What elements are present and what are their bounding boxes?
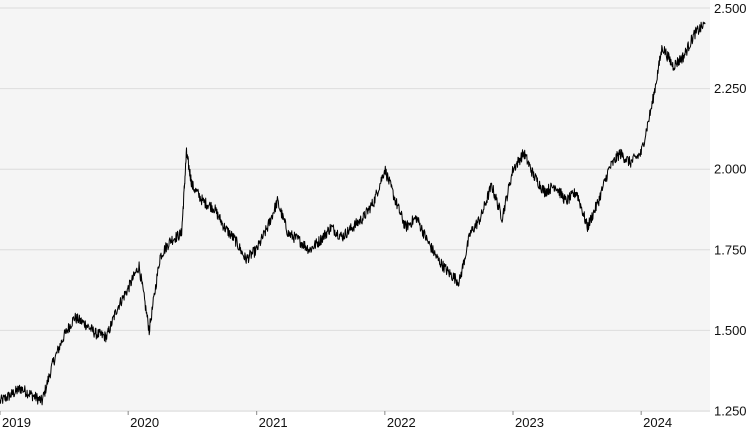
gridlines: [0, 7, 710, 412]
y-tick-label: 1.500: [714, 323, 747, 338]
y-tick-label: 1.750: [714, 242, 747, 257]
y-tick-label: 1.250: [714, 404, 747, 419]
x-tick-label: 2024: [643, 415, 672, 430]
x-tick-label: 2021: [259, 415, 288, 430]
x-tick-label: 2020: [130, 415, 159, 430]
x-tick-label: 2023: [515, 415, 544, 430]
series-line: [0, 21, 706, 406]
x-axis: 2019 2020 2021 2022 2023 2024: [0, 411, 672, 430]
y-axis: 2.500 2.250 2.000 1.750 1.500 1.250: [714, 1, 747, 419]
y-tick-label: 2.250: [714, 81, 747, 96]
y-tick-label: 2.000: [714, 162, 747, 177]
series-group: [0, 21, 706, 406]
x-tick-label: 2019: [2, 415, 31, 430]
x-tick-label: 2022: [387, 415, 416, 430]
plot-background: [0, 0, 710, 412]
y-tick-label: 2.500: [714, 1, 747, 16]
